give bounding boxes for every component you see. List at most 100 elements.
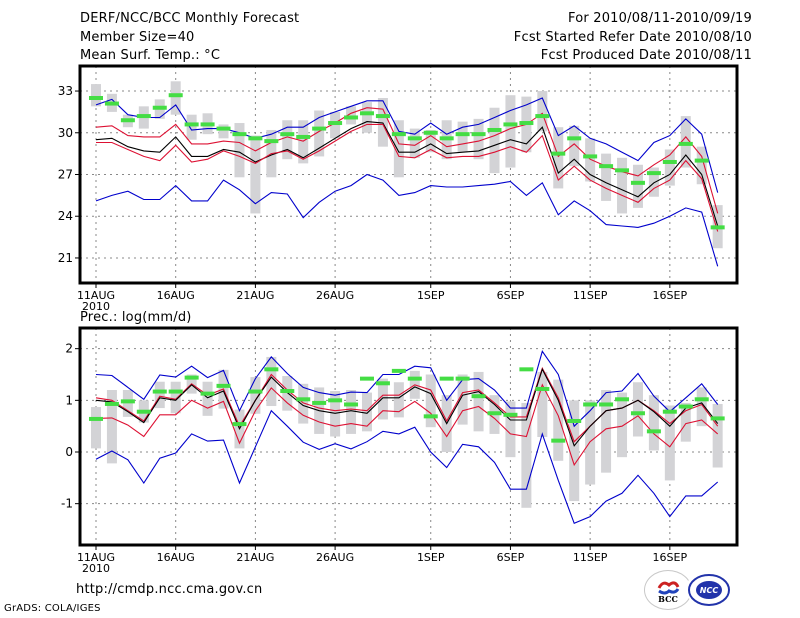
likely-value-marker — [120, 118, 135, 123]
series-line-min — [95, 173, 719, 267]
range-box — [648, 395, 659, 451]
range-box — [537, 371, 548, 438]
range-box — [425, 374, 436, 428]
series-line-mean — [95, 367, 719, 447]
range-box — [696, 387, 707, 427]
likely-value-marker — [264, 139, 279, 144]
likely-value-marker — [264, 367, 279, 372]
likely-value-marker — [599, 164, 614, 169]
range-box — [330, 111, 341, 139]
series-line-mean — [95, 121, 719, 227]
range-box — [282, 376, 293, 411]
likely-value-marker — [152, 389, 167, 394]
likely-value-marker — [136, 409, 151, 414]
bcc-emblem-icon: BCC — [657, 581, 680, 604]
likely-value-marker — [104, 101, 119, 106]
range-box — [91, 84, 101, 107]
likely-value-marker — [232, 132, 247, 137]
range-box — [632, 164, 643, 208]
range-box — [250, 135, 261, 214]
likely-value-marker — [567, 419, 582, 423]
range-box — [234, 123, 245, 178]
likely-value-marker — [168, 389, 183, 394]
likely-value-marker — [630, 180, 645, 185]
x-tick-label: 11SEP — [573, 289, 608, 302]
forecast-title: DERF/NCC/BCC Monthly Forecast — [80, 11, 300, 26]
likely-value-marker — [407, 376, 422, 381]
range-box — [393, 120, 404, 178]
likely-value-marker — [328, 121, 343, 126]
range-box — [409, 128, 420, 158]
range-box — [91, 407, 101, 449]
forecast-period: For 2010/08/11-2010/09/19 — [568, 11, 752, 26]
likely-value-marker — [200, 122, 215, 127]
likely-value-marker — [662, 159, 677, 164]
likely-value-marker — [391, 368, 406, 373]
likely-value-marker — [375, 114, 390, 119]
likely-value-marker — [359, 111, 374, 116]
likely-value-marker — [200, 391, 215, 396]
range-box — [361, 102, 372, 133]
range-box — [393, 382, 404, 418]
grads-credit: GrADS: COLA/IGES — [4, 603, 101, 614]
likely-value-marker — [423, 414, 438, 419]
range-box — [457, 374, 468, 425]
range-box — [632, 382, 643, 437]
x-tick-label: 21AUG — [236, 551, 274, 564]
plot-frame — [78, 326, 739, 547]
likely-value-marker — [248, 136, 263, 141]
range-box — [154, 381, 165, 409]
x-tick-label: 16AUG — [157, 551, 195, 564]
likely-value-marker — [120, 399, 135, 404]
likely-value-marker — [615, 168, 630, 173]
x-tick-label: 11AUG — [77, 289, 115, 302]
range-box — [377, 378, 388, 420]
likely-value-marker — [296, 397, 311, 402]
likely-value-marker — [471, 394, 486, 399]
likely-value-marker — [89, 95, 103, 100]
range-box — [346, 390, 357, 434]
likely-value-marker — [662, 409, 677, 414]
likely-value-marker — [519, 121, 534, 126]
range-box — [425, 129, 436, 153]
x-tick-year-label: 2010 — [82, 300, 110, 313]
range-box — [521, 402, 532, 508]
range-box — [170, 81, 181, 115]
likely-value-marker — [455, 132, 470, 137]
series-line-upper — [95, 107, 719, 214]
range-box — [696, 146, 707, 185]
range-box — [282, 120, 293, 160]
x-tick-label: 16AUG — [157, 289, 195, 302]
bcc-logo: BCC — [644, 570, 692, 610]
likely-value-marker — [328, 398, 343, 403]
likely-value-marker — [312, 400, 327, 405]
range-box — [537, 91, 548, 132]
likely-value-marker — [439, 376, 454, 381]
forecast-produced-date: Fcst Produced Date 2010/08/11 — [540, 48, 752, 63]
range-box — [346, 106, 357, 125]
range-box — [569, 400, 580, 502]
likely-value-marker — [678, 404, 693, 409]
likely-value-marker — [344, 402, 359, 407]
y-tick-label: 1 — [65, 393, 73, 407]
range-box — [553, 127, 564, 189]
likely-value-marker — [567, 136, 582, 141]
range-box — [266, 356, 277, 407]
source-url[interactable]: http://cmdp.ncc.cma.gov.cn — [76, 582, 263, 597]
likely-value-marker — [216, 126, 231, 131]
likely-value-marker — [104, 401, 119, 406]
likely-value-marker — [391, 132, 406, 137]
likely-value-marker — [280, 132, 295, 137]
x-tick-label: 16SEP — [653, 551, 688, 564]
likely-value-marker — [168, 93, 183, 98]
likely-value-marker — [599, 402, 614, 407]
likely-value-marker — [615, 397, 630, 402]
y-tick-label: 0 — [65, 445, 73, 459]
series-line-lower — [96, 123, 719, 232]
likely-value-marker — [646, 429, 661, 434]
range-box — [457, 121, 468, 153]
y-tick-label: 33 — [58, 84, 73, 98]
range-box — [473, 371, 484, 432]
x-tick-year-label: 2010 — [82, 562, 110, 575]
likely-value-marker — [583, 154, 598, 159]
